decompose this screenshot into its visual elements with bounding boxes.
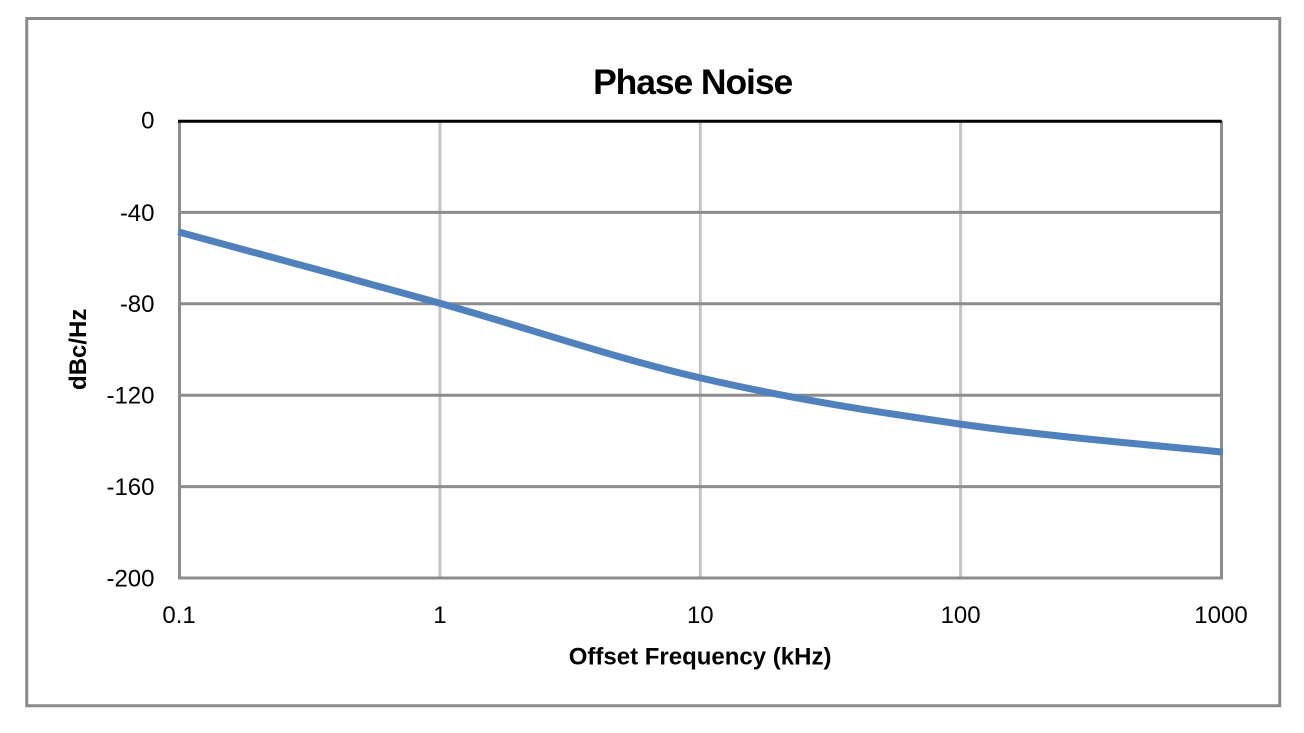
svg-text:1: 1 [433, 602, 446, 629]
svg-text:0.1: 0.1 [162, 602, 195, 629]
svg-text:100: 100 [941, 602, 981, 629]
svg-text:-160: -160 [106, 474, 154, 501]
svg-text:-40: -40 [120, 200, 155, 227]
svg-text:10: 10 [687, 602, 714, 629]
svg-text:Phase Noise: Phase Noise [593, 62, 792, 102]
svg-text:dBc/Hz: dBc/Hz [65, 309, 92, 390]
svg-text:-200: -200 [106, 566, 154, 593]
svg-text:1000: 1000 [1194, 602, 1247, 629]
svg-text:Offset Frequency (kHz): Offset Frequency (kHz) [569, 643, 832, 670]
svg-text:-80: -80 [120, 291, 155, 318]
svg-text:-120: -120 [106, 383, 154, 410]
svg-text:0: 0 [141, 108, 154, 135]
